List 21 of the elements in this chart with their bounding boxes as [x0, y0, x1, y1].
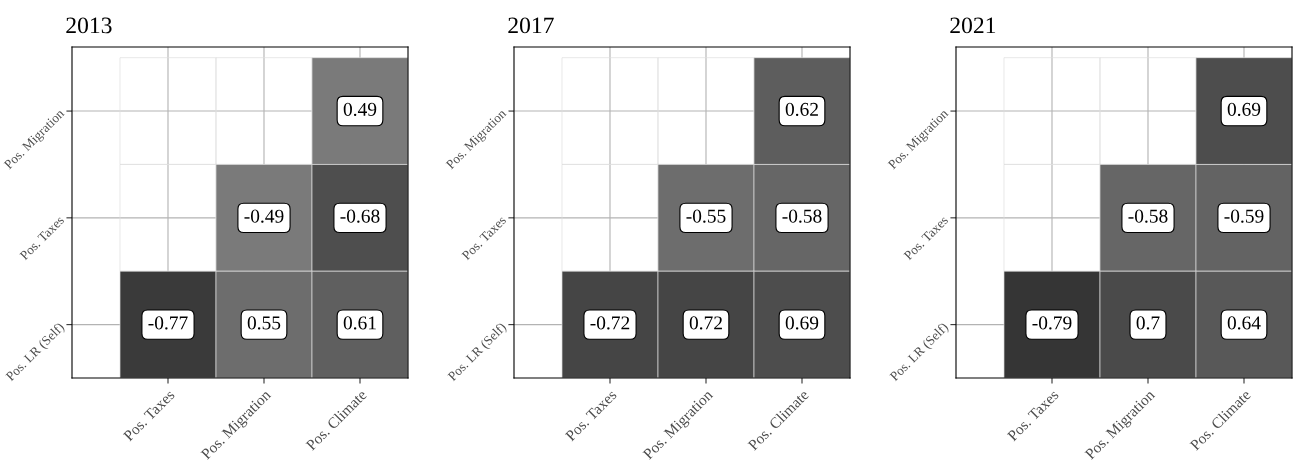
data-label: 0.49 [343, 102, 377, 117]
data-label: -0.58 [782, 209, 822, 223]
data-label: -0.72 [590, 316, 630, 330]
chart-title: 2013 [66, 17, 112, 34]
data-label: 0.7 [1136, 316, 1160, 330]
data-label: -0.55 [686, 209, 726, 223]
chart-title: 2021 [950, 17, 996, 34]
data-label: -0.79 [1032, 316, 1072, 330]
data-label: 0.62 [785, 102, 818, 117]
data-label: 0.64 [1227, 316, 1261, 330]
data-label: 0.55 [247, 316, 281, 330]
data-label: 0.72 [689, 316, 722, 330]
data-label: -0.59 [1224, 209, 1264, 223]
data-label: 0.69 [785, 316, 819, 330]
data-label: 0.69 [1227, 102, 1261, 117]
data-label: 0.61 [343, 316, 376, 330]
data-label: -0.49 [244, 209, 284, 223]
chart-title: 2017 [508, 17, 554, 34]
data-label: -0.58 [1128, 209, 1168, 223]
data-label: -0.68 [340, 209, 380, 223]
data-label: -0.77 [148, 316, 188, 330]
